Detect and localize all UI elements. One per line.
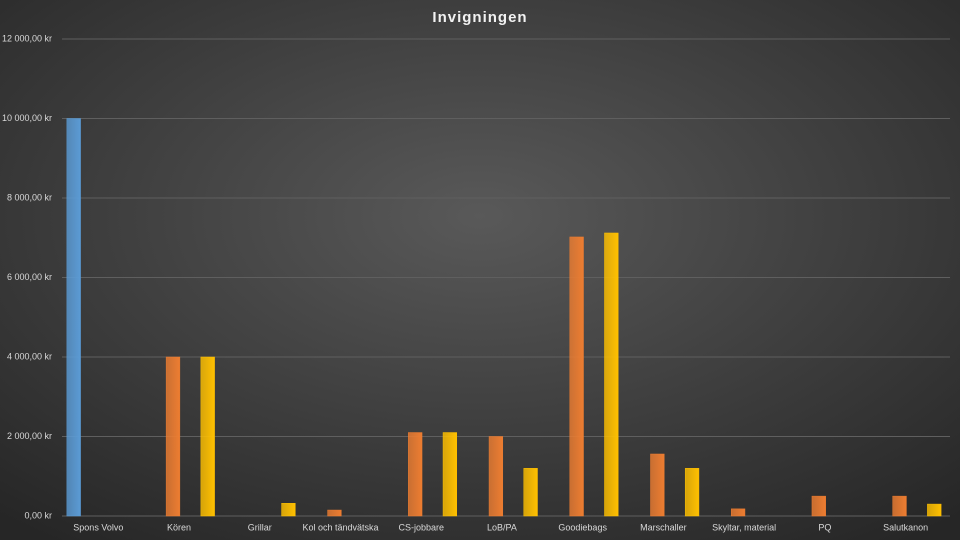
x-tick-label: Kol och tändvätska bbox=[302, 522, 378, 532]
x-tick-label: Skyltar, material bbox=[712, 522, 776, 532]
y-tick-label: 4 000,00 kr bbox=[7, 351, 52, 361]
x-tick-label: CS-jobbare bbox=[398, 522, 444, 532]
x-tick-label: PQ bbox=[818, 522, 831, 532]
y-tick-label: 2 000,00 kr bbox=[7, 431, 52, 441]
bar bbox=[200, 356, 215, 517]
bar bbox=[927, 503, 942, 517]
bar bbox=[604, 232, 619, 517]
bar bbox=[650, 453, 665, 517]
bar bbox=[281, 503, 296, 517]
y-tick-label: 10 000,00 kr bbox=[2, 113, 52, 123]
x-tick-label: Goodiebags bbox=[558, 522, 607, 532]
bar bbox=[408, 432, 423, 517]
bar bbox=[684, 468, 700, 517]
bar bbox=[165, 356, 181, 517]
bar bbox=[66, 118, 81, 517]
x-tick-label: LoB/PA bbox=[487, 522, 517, 532]
y-tick-label: 0,00 kr bbox=[24, 510, 52, 520]
x-tick-label: Kören bbox=[167, 522, 191, 532]
bar bbox=[569, 236, 584, 517]
x-tick-label: Spons Volvo bbox=[73, 522, 123, 532]
y-tick-label: 8 000,00 kr bbox=[7, 192, 52, 202]
bar bbox=[730, 508, 746, 517]
bar bbox=[488, 436, 504, 517]
bar bbox=[892, 495, 907, 517]
bar bbox=[811, 495, 826, 517]
y-tick-label: 12 000,00 kr bbox=[2, 33, 52, 43]
bar bbox=[442, 432, 458, 517]
x-tick-label: Grillar bbox=[248, 522, 272, 532]
y-tick-label: 6 000,00 kr bbox=[7, 272, 52, 282]
x-tick-label: Marschaller bbox=[640, 522, 687, 532]
x-tick-label: Salutkanon bbox=[883, 522, 928, 532]
bar bbox=[523, 468, 538, 517]
chart-title: Invigningen bbox=[432, 9, 527, 26]
bar bbox=[327, 509, 342, 517]
